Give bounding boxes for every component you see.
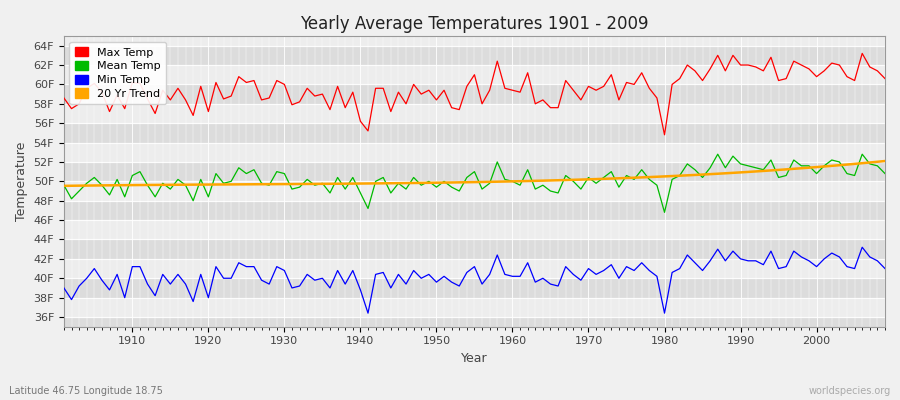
Text: worldspecies.org: worldspecies.org	[809, 386, 891, 396]
Title: Yearly Average Temperatures 1901 - 2009: Yearly Average Temperatures 1901 - 2009	[301, 15, 649, 33]
Bar	[64, 142, 885, 162]
Bar	[64, 220, 885, 240]
Bar	[64, 259, 885, 278]
Bar	[64, 181, 885, 201]
Text: Latitude 46.75 Longitude 18.75: Latitude 46.75 Longitude 18.75	[9, 386, 163, 396]
Y-axis label: Temperature: Temperature	[15, 142, 28, 221]
Bar	[64, 65, 885, 84]
X-axis label: Year: Year	[461, 352, 488, 365]
Bar	[64, 298, 885, 317]
Bar	[64, 104, 885, 123]
Bar	[64, 26, 885, 46]
Legend: Max Temp, Mean Temp, Min Temp, 20 Yr Trend: Max Temp, Mean Temp, Min Temp, 20 Yr Tre…	[69, 42, 166, 104]
